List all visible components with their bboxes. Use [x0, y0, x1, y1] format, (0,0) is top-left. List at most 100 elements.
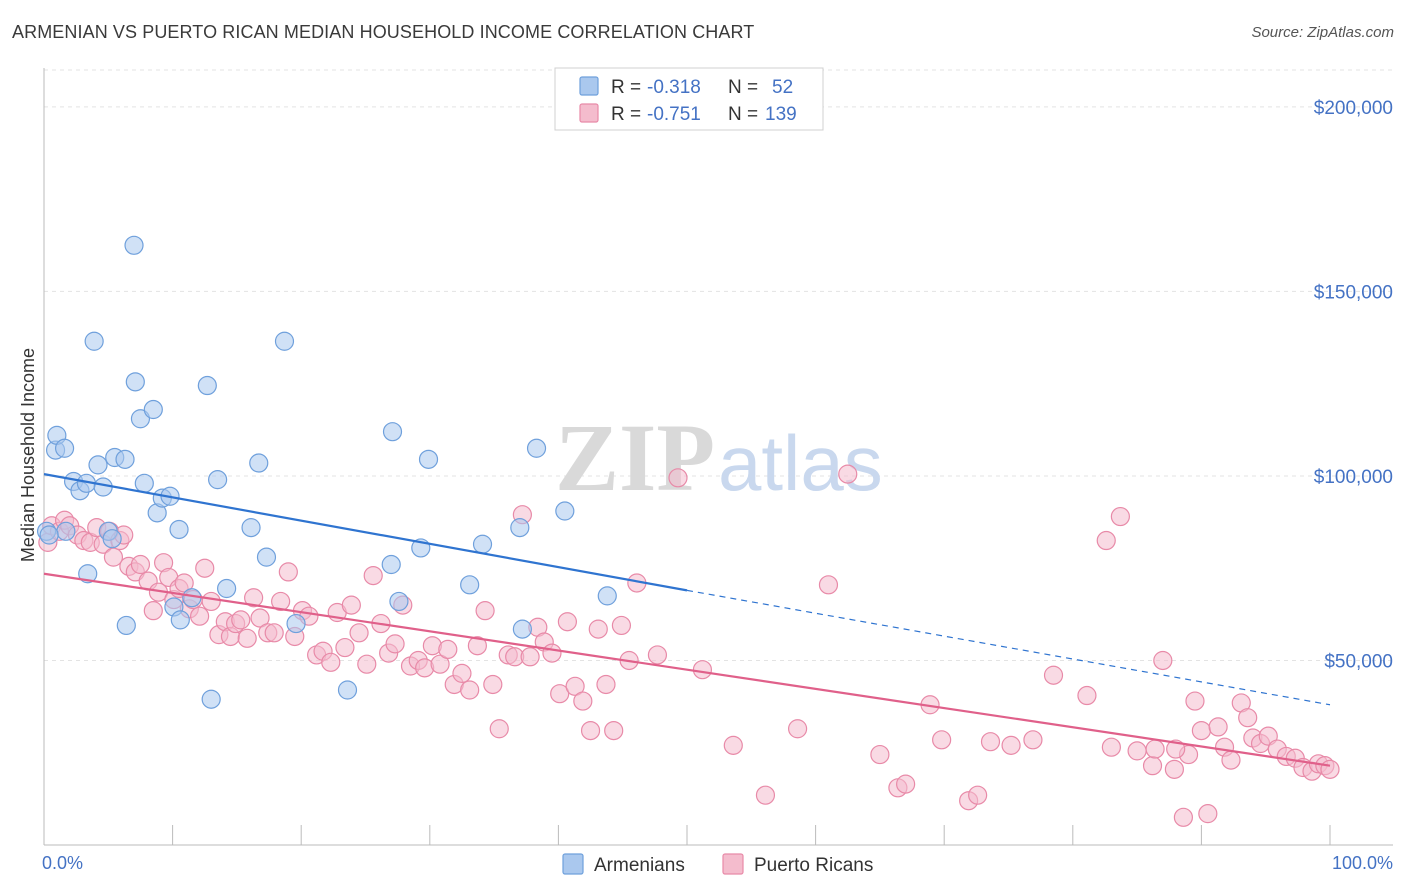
puerto-ricans-point-118 — [1185, 691, 1205, 711]
puerto-ricans-point-110 — [1101, 737, 1121, 757]
x-tick-label-1: 100.0% — [1332, 853, 1393, 873]
armenians-point-10 — [88, 455, 108, 475]
puerto-ricans-trend-line — [43, 572, 1331, 767]
bottom-legend-puerto-ricans-swatch — [722, 853, 744, 875]
puerto-ricans-point-90 — [668, 468, 688, 488]
armenians-point-40 — [382, 422, 403, 442]
puerto-ricans-point-67 — [467, 636, 487, 656]
puerto-ricans-point-99 — [896, 774, 916, 794]
armenians-point-32 — [217, 578, 237, 599]
puerto-ricans-point-56 — [385, 634, 405, 654]
x-tick-label-0: 0.0% — [42, 853, 83, 873]
puerto-ricans-point-115 — [1164, 759, 1184, 779]
trend-lines — [43, 473, 1331, 767]
puerto-ricans-point-97 — [870, 744, 890, 765]
chart-title: ARMENIAN VS PUERTO RICAN MEDIAN HOUSEHOL… — [12, 22, 755, 42]
puerto-ricans-point-79 — [557, 612, 578, 632]
armenians-trend-line — [43, 473, 688, 592]
puerto-ricans-point-95 — [818, 575, 839, 595]
puerto-ricans-point-41 — [278, 562, 298, 582]
puerto-ricans-point-78 — [550, 684, 570, 704]
puerto-ricans-point-40 — [271, 591, 291, 612]
legend-n-label-2: N = — [728, 104, 758, 125]
puerto-ricans-point-24 — [174, 573, 194, 593]
armenians-point-37 — [286, 613, 306, 634]
armenians-point-39 — [381, 554, 401, 575]
armenians-point-51 — [39, 525, 59, 545]
puerto-ricans-point-101 — [932, 730, 952, 750]
puerto-ricans-point-107 — [1043, 665, 1064, 685]
puerto-ricans-point-84 — [596, 674, 616, 695]
puerto-ricans-point-34 — [231, 610, 251, 630]
puerto-ricans-point-123 — [1221, 750, 1241, 770]
puerto-ricans-point-113 — [1142, 756, 1163, 776]
x-tick-labels: 0.0% 100.0% — [42, 853, 1393, 873]
armenians-point-15 — [115, 449, 135, 469]
legend-n-value-2: 139 — [765, 104, 797, 125]
puerto-ricans-point-35 — [237, 628, 257, 648]
puerto-ricans-point-119 — [1191, 720, 1212, 741]
puerto-ricans-point-125 — [1238, 708, 1258, 728]
armenians-point-43 — [418, 449, 439, 469]
armenians-point-27 — [170, 610, 190, 630]
puerto-ricans-point-89 — [647, 645, 668, 665]
armenians-point-44 — [460, 575, 480, 595]
puerto-ricans-point-39 — [264, 623, 284, 643]
puerto-ricans-point-91 — [692, 660, 713, 680]
puerto-ricans-point-82 — [580, 720, 601, 741]
puerto-ricans-point-85 — [604, 720, 624, 741]
armenians-point-17 — [124, 235, 144, 255]
puerto-ricans-point-103 — [968, 785, 988, 805]
legend-armenians-swatch — [579, 76, 599, 96]
armenians-point-21 — [143, 399, 163, 420]
puerto-ricans-point-28 — [195, 558, 215, 578]
puerto-ricans-point-65 — [452, 663, 472, 683]
puerto-ricans-point-121 — [1208, 717, 1228, 737]
puerto-ricans-point-105 — [1001, 735, 1021, 755]
puerto-ricans-point-49 — [335, 637, 355, 658]
legend-puerto-ricans-swatch — [579, 103, 599, 123]
armenians-point-38 — [337, 680, 358, 700]
armenians-point-50 — [597, 586, 617, 606]
armenians-point-48 — [526, 438, 547, 458]
puerto-ricans-point-81 — [573, 691, 593, 711]
puerto-ricans-point-104 — [980, 732, 1001, 752]
puerto-ricans-point-92 — [723, 735, 743, 755]
legend-r-label-1: R = — [611, 77, 641, 98]
puerto-ricans-point-109 — [1096, 530, 1116, 551]
legend-r-value-2: -0.751 — [647, 104, 701, 125]
watermark: ZIP atlas — [555, 404, 883, 511]
puerto-ricans-point-18 — [143, 601, 163, 621]
puerto-ricans-point-112 — [1127, 741, 1147, 761]
puerto-ricans-point-114 — [1153, 650, 1173, 671]
bottom-legend-armenians-label: Armenians — [594, 855, 685, 876]
armenians-point-47 — [512, 619, 532, 639]
armenians-point-41 — [389, 591, 409, 612]
puerto-ricans-point-106 — [1023, 730, 1043, 750]
armenians-points — [36, 235, 617, 709]
armenians-point-16 — [116, 615, 136, 636]
puerto-ricans-point-138 — [1166, 739, 1186, 759]
armenians-point-29 — [197, 375, 217, 396]
puerto-ricans-points — [38, 464, 1340, 827]
source-label: Source: ZipAtlas.com — [1251, 24, 1394, 41]
y-tick-label-2: $150,000 — [1314, 282, 1393, 303]
puerto-ricans-point-86 — [611, 615, 632, 636]
legend-r-label-2: R = — [611, 104, 641, 125]
puerto-ricans-point-50 — [341, 595, 361, 615]
legend-n-value-1: 52 — [772, 77, 793, 98]
armenians-point-31 — [208, 470, 228, 490]
puerto-ricans-point-69 — [483, 674, 503, 695]
puerto-ricans-point-51 — [349, 623, 369, 643]
puerto-ricans-point-63 — [438, 639, 458, 660]
puerto-ricans-point-70 — [489, 719, 509, 739]
puerto-ricans-point-27 — [190, 606, 210, 626]
watermark-zip: ZIP — [555, 404, 715, 511]
y-tick-label-3: $200,000 — [1314, 98, 1393, 119]
legend-n-label-1: N = — [728, 77, 758, 98]
armenians-point-20 — [134, 473, 154, 493]
armenians-point-13 — [102, 529, 122, 549]
armenians-point-19 — [130, 409, 151, 429]
watermark-atlas: atlas — [718, 419, 883, 507]
